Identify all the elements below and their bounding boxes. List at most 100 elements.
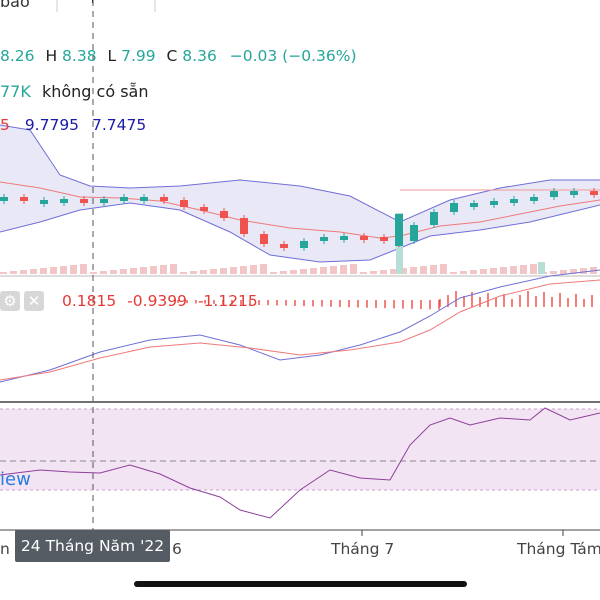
volume-bar [280,271,287,274]
bollinger-legend: 5 9.7795 7.7475 [0,116,154,134]
volume-bar [260,264,267,274]
time-axis-label: 6 [172,540,182,558]
macd-histogram-value: 0.1815 [62,292,117,310]
volume-bar [100,271,107,274]
volume-bar [380,270,387,274]
candle-body [80,199,88,203]
candle-body [100,199,108,203]
volume-bar [130,268,137,274]
volume-bar [320,267,327,274]
candle-body [380,237,388,241]
volume-bar [480,269,487,274]
macd-line [0,269,600,383]
macd-values: 0.1815 -0.9399 -1.1215 [62,292,264,310]
volume-bar [20,270,27,274]
candle-body [20,197,28,201]
volume-bar [90,272,97,274]
volume-bar [490,268,497,274]
candle-body [180,200,188,207]
volume-bar [430,265,437,274]
bollinger-lower-value: 7.7475 [92,116,147,134]
volume-bar [290,270,297,274]
change-value: −0.03 (−0.36%) [229,47,357,65]
candle-body [220,211,228,218]
candle-body [320,237,328,241]
macd-signal-value: -1.1215 [197,292,258,310]
candle-body [510,199,518,203]
volume-bar [220,268,227,274]
volume-bar [340,265,347,274]
home-indicator[interactable] [134,581,467,587]
volume-bar [570,269,577,274]
candle-body [470,203,478,207]
volume-bar [110,270,117,274]
volume-bar [190,271,197,274]
volume-availability: không có sẵn [41,82,149,101]
volume-bar [250,265,257,274]
bollinger-upper-value: 9.7795 [24,116,80,134]
volume-bar [210,269,217,274]
close-value: 8.36 [182,47,217,65]
time-axis-label: Tháng Tám [517,540,600,558]
rsi-view-link[interactable]: iew [0,469,31,490]
volume-bar [70,265,77,274]
compare-add-icon[interactable]: + [86,0,99,7]
candle-body [280,244,288,248]
volume-bar [0,272,7,274]
candle-body [160,197,168,201]
gear-icon[interactable]: ⚙ [0,291,20,311]
candle-body [430,212,438,225]
volume-bar [160,265,167,274]
volume-bar [50,267,57,274]
volume-bar [60,266,67,274]
volume-bar [10,271,17,274]
volume-bar [450,272,457,274]
volume-bar [150,266,157,274]
volume-bar [510,266,517,274]
close-icon[interactable]: ✕ [24,291,44,311]
volume-bar [350,264,357,274]
candle-body [530,197,538,201]
volume-legend: 77K không có sẵn [0,82,148,101]
volume-bar [200,270,207,274]
close-label: C [166,47,178,65]
candle-body [240,218,248,234]
top-tab-label[interactable]: bảo [0,0,30,11]
macd-legend: ⚙ ✕ 0.1815 -0.9399 -1.1215 [0,289,264,313]
volume-bar [240,266,247,274]
volume-bar [360,272,367,274]
ohlc-legend: 8.26 H 8.38 L 7.99 C 8.36 −0.03 (−0.36%) [0,47,357,65]
volume-bar [80,264,87,274]
volume-bar [530,264,537,274]
high-value: 8.38 [62,47,97,65]
volume-bar [400,268,407,274]
low-label: L [107,47,117,65]
macd-signal-line [0,279,600,381]
volume-bar [330,266,337,274]
candle-body [40,200,48,204]
bollinger-basis-line [0,181,600,239]
volume-bar [170,264,177,274]
macd-histogram [177,291,593,310]
volume-bar [140,267,147,274]
volume-bar [300,269,307,274]
candle-body [410,225,418,241]
volume-bar [310,268,317,274]
candlesticks [0,188,598,251]
volume-bar [420,266,427,274]
candle-body [300,241,308,248]
crosshair-date-label: 24 Tháng Năm '22 [15,530,170,562]
candle-body [120,197,128,201]
macd-line-value: -0.9399 [127,292,188,310]
volume-bar [580,268,587,274]
volume-value: 77K [0,82,31,101]
volume-bar [470,270,477,274]
candle-body [60,199,68,203]
time-axis-label: n [0,540,10,558]
candle-body [200,207,208,211]
bollinger-band-fill [0,125,600,262]
volume-bar [550,271,557,274]
low-value: 7.99 [121,47,156,65]
volume-bar [460,271,467,274]
